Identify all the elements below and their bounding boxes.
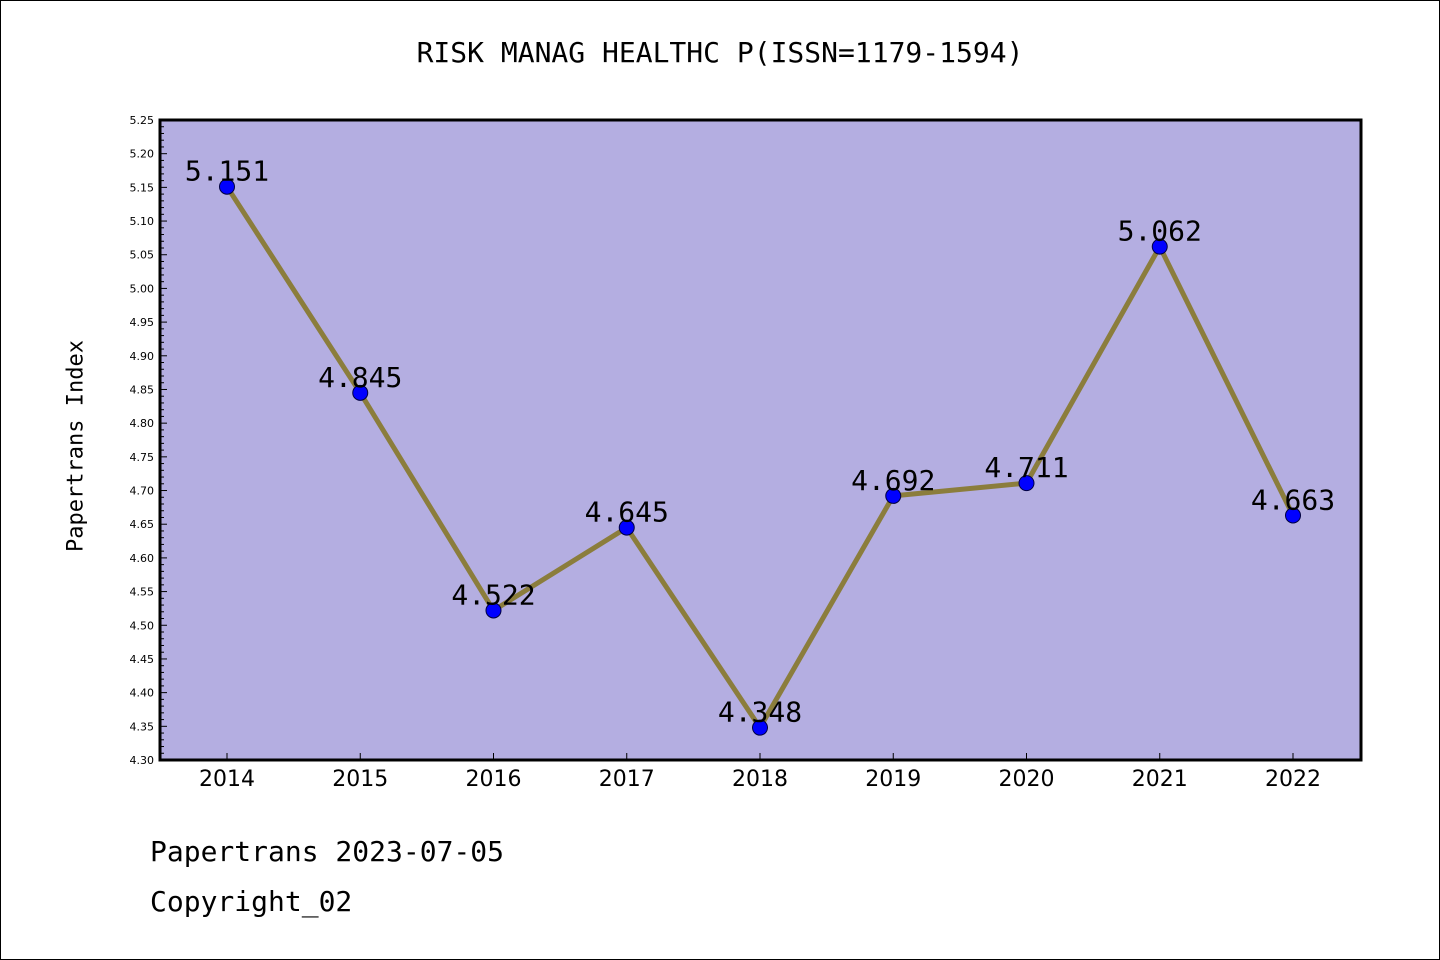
y-tick-label: 4.85 bbox=[130, 383, 155, 396]
y-tick-label: 4.75 bbox=[130, 451, 155, 464]
plot-area bbox=[158, 118, 1363, 762]
y-tick-label: 4.55 bbox=[130, 586, 155, 599]
x-tick-label: 2019 bbox=[865, 767, 921, 792]
data-point bbox=[1151, 238, 1168, 255]
data-label: 4.711 bbox=[984, 451, 1068, 484]
y-tick-label: 4.50 bbox=[130, 619, 155, 632]
data-point bbox=[485, 602, 502, 619]
data-point bbox=[219, 178, 235, 195]
y-tick-label: 4.35 bbox=[130, 720, 155, 733]
footer-date: Papertrans 2023-07-05 bbox=[150, 835, 505, 868]
x-tick-label: 2017 bbox=[599, 767, 655, 792]
x-tick-label: 2021 bbox=[1132, 767, 1188, 792]
data-label: 5.151 bbox=[185, 155, 269, 188]
y-tick-label: 5.20 bbox=[130, 148, 155, 161]
y-tick-label: 4.30 bbox=[130, 754, 155, 767]
y-tick-label: 4.45 bbox=[130, 653, 155, 666]
x-tick-label: 2014 bbox=[199, 767, 255, 792]
x-tick-label: 2016 bbox=[466, 767, 522, 792]
data-label: 4.348 bbox=[718, 696, 802, 729]
data-point bbox=[1285, 507, 1301, 524]
x-tick-label: 2015 bbox=[332, 767, 388, 792]
x-axis-ticks: 2014 2015 2016 2017 2018 2019 2020 2021 2022 bbox=[199, 753, 1321, 792]
y-tick-label: 4.40 bbox=[130, 687, 155, 700]
y-tick-label: 5.15 bbox=[130, 181, 155, 194]
y-tick-label: 5.00 bbox=[130, 282, 155, 295]
data-point bbox=[752, 719, 768, 736]
data-label: 4.845 bbox=[318, 361, 402, 394]
data-point bbox=[352, 384, 369, 401]
data-label: 4.645 bbox=[585, 496, 669, 529]
x-tick-label: 2018 bbox=[732, 767, 788, 792]
y-tick-label: 4.60 bbox=[130, 552, 155, 565]
data-point bbox=[618, 519, 635, 536]
y-tick-label: 4.65 bbox=[130, 518, 155, 531]
data-label: 4.522 bbox=[451, 578, 535, 611]
y-tick-label: 4.90 bbox=[130, 350, 155, 363]
footer-copyright: Copyright_02 bbox=[150, 885, 353, 918]
data-point bbox=[1018, 475, 1035, 492]
y-tick-label: 4.80 bbox=[130, 417, 155, 430]
data-label: 5.062 bbox=[1118, 215, 1202, 248]
y-tick-label: 4.70 bbox=[130, 485, 155, 498]
y-tick-label: 5.05 bbox=[130, 249, 155, 262]
y-tick-label: 5.25 bbox=[130, 114, 155, 127]
y-tick-label: 5.10 bbox=[130, 215, 155, 228]
x-tick-label: 2020 bbox=[999, 767, 1055, 792]
data-label: 4.663 bbox=[1251, 483, 1335, 516]
data-label: 4.692 bbox=[851, 464, 935, 497]
chart-title: RISK MANAG HEALTHC P(ISSN=1179-1594) bbox=[416, 36, 1024, 69]
data-point bbox=[885, 487, 902, 504]
y-tick-label: 4.95 bbox=[130, 316, 155, 329]
series-layer: 5.151 4.845 4.522 4.645 4.348 4.692 4.711 5.062… bbox=[185, 155, 1335, 736]
y-axis-ticks: 4.30 4.35 4.40 4.45 4.50 4.55 4.60 4.65 4.70 4.75… bbox=[130, 114, 167, 767]
x-tick-label: 2022 bbox=[1265, 767, 1321, 792]
